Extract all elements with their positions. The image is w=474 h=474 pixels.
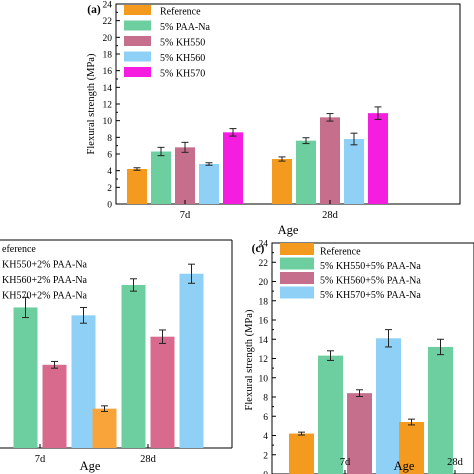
bar-28d-series-1	[428, 346, 453, 474]
legend-label: 5% KH550	[160, 38, 205, 49]
y-tick-label: 16	[103, 67, 113, 77]
y-tick-label: 8	[263, 394, 268, 404]
y-tick-label: 24	[103, 1, 113, 11]
bar-7d-series-4	[223, 132, 243, 204]
legend-label: Reference	[160, 7, 201, 18]
bar-7d-series-3	[71, 315, 96, 448]
bar-28d-series-3	[344, 139, 364, 204]
y-tick-label: 20	[259, 278, 269, 288]
legend-label: KH550+2% PAA-Na	[2, 260, 88, 271]
bar-7d-series-1	[13, 307, 38, 448]
y-tick-label: 14	[259, 336, 269, 346]
legend-label: eference	[2, 244, 36, 255]
bar-28d-series-0	[272, 159, 292, 204]
bar-7d-series-3	[376, 338, 401, 474]
bar-28d-series-2	[320, 117, 340, 204]
y-tick-label: 0	[263, 471, 268, 474]
legend-swatch	[124, 20, 151, 31]
legend-swatch	[124, 51, 151, 62]
legend-swatch	[124, 5, 151, 15]
y-tick-label: 18	[103, 51, 113, 61]
legend-label: 5% KH570+5% PAA-Na	[320, 290, 421, 301]
y-axis-label: Flexural strength (MPa)	[244, 309, 255, 410]
y-tick-label: 4	[263, 432, 268, 442]
x-tick-label: 28d	[322, 210, 339, 221]
bar-28d-series-3	[179, 273, 204, 448]
y-tick-label: 2	[107, 184, 112, 194]
bar-28d-series-0	[92, 408, 117, 448]
y-tick-label: 10	[259, 374, 269, 384]
legend-label: 5% KH570	[160, 69, 205, 80]
y-tick-label: 0	[107, 201, 112, 211]
y-tick-label: 14	[103, 84, 113, 94]
x-axis-label: Age	[80, 459, 101, 473]
panel-label: (c)	[252, 243, 265, 255]
bar-28d-series-4	[368, 113, 388, 204]
x-axis-label: Age	[278, 223, 299, 237]
legend-swatch	[280, 286, 314, 299]
y-tick-label: 16	[259, 317, 269, 327]
y-tick-label: 20	[103, 34, 113, 44]
bar-7d-series-0	[289, 433, 314, 474]
y-tick-label: 10	[103, 117, 113, 127]
legend-label: 5% PAA-Na	[160, 22, 210, 33]
legend-swatch	[280, 272, 314, 284]
legend-label: 5% KH560	[160, 53, 205, 64]
bar-7d-series-2	[175, 147, 195, 204]
y-tick-label: 22	[259, 259, 269, 269]
y-tick-label: 8	[107, 134, 112, 144]
y-tick-label: 2	[263, 451, 268, 461]
y-tick-label: 4	[107, 167, 112, 177]
bar-7d-series-3	[199, 164, 219, 204]
y-tick-label: 22	[103, 17, 113, 27]
y-tick-label: 6	[263, 413, 268, 423]
legend-label: 5% KH560+5% PAA-Na	[320, 276, 421, 287]
bar-7d-series-1	[318, 355, 343, 474]
legend-swatch	[280, 243, 314, 255]
panel-b: 7d 28d Age eference KH550+2% PAA-Na KH560+2% …	[0, 239, 233, 473]
bar-28d-series-0	[399, 422, 424, 474]
x-tick-label: 7d	[180, 210, 191, 221]
legend-label: KH560+2% PAA-Na	[2, 275, 88, 286]
bar-28d-series-2	[150, 336, 175, 448]
bar-7d-series-0	[127, 169, 147, 204]
legend-swatch	[124, 36, 151, 46]
y-tick-label: 6	[107, 151, 112, 161]
x-tick-label: 28d	[447, 457, 464, 468]
y-tick-label: 24	[259, 240, 269, 250]
bar-28d-series-1	[296, 140, 316, 204]
legend-label: 5% KH550+5% PAA-Na	[320, 261, 421, 272]
y-tick-label: 12	[259, 355, 269, 365]
bar-28d-series-1	[121, 284, 146, 448]
y-tick-label: 12	[103, 101, 113, 111]
legend-label: Reference	[320, 247, 361, 258]
bar-7d-series-1	[151, 151, 171, 204]
legend-swatch	[280, 257, 314, 270]
x-tick-label: 7d	[340, 457, 351, 468]
legend-swatch	[124, 67, 151, 77]
bar-7d-series-2	[42, 364, 67, 448]
x-tick-label: 28d	[140, 454, 157, 465]
y-axis-label: Flexural strength (MPa)	[86, 53, 97, 154]
x-tick-label: 7d	[35, 454, 46, 465]
legend-label: KH570+2% PAA-Na	[2, 291, 88, 302]
y-tick-label: 18	[259, 297, 269, 307]
bar-7d-series-2	[347, 393, 372, 474]
x-axis-label: Age	[394, 459, 415, 473]
panel-label: (a)	[87, 4, 101, 16]
